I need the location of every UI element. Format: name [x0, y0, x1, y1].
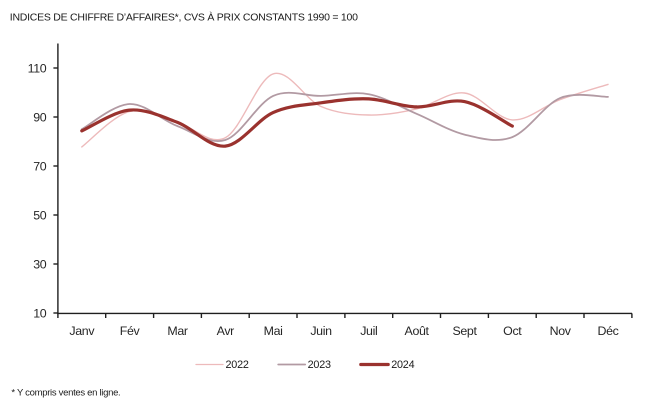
svg-text:Juin: Juin	[310, 324, 332, 338]
svg-text:50: 50	[33, 209, 47, 223]
svg-text:Sept: Sept	[452, 324, 477, 338]
svg-text:110: 110	[28, 62, 47, 76]
svg-text:10: 10	[33, 307, 47, 321]
svg-text:2024: 2024	[391, 359, 414, 371]
svg-text:30: 30	[33, 258, 47, 272]
svg-text:90: 90	[33, 111, 47, 125]
svg-text:70: 70	[33, 160, 47, 174]
svg-text:INDICES DE CHIFFRE D’AFFAIRES*: INDICES DE CHIFFRE D’AFFAIRES*, CVS À PR…	[10, 10, 358, 23]
svg-text:Déc: Déc	[598, 324, 619, 338]
svg-text:Nov: Nov	[550, 324, 572, 338]
svg-text:Fév: Fév	[120, 324, 141, 338]
svg-text:* Y compris ventes en ligne.: * Y compris ventes en ligne.	[11, 387, 120, 398]
svg-text:Mar: Mar	[167, 324, 188, 338]
svg-text:Mai: Mai	[264, 324, 283, 338]
svg-text:2022: 2022	[226, 359, 249, 371]
svg-text:Août: Août	[405, 324, 430, 338]
svg-text:Juil: Juil	[360, 324, 377, 338]
svg-text:Avr: Avr	[217, 324, 235, 338]
svg-text:Janv: Janv	[69, 324, 95, 338]
svg-text:Oct: Oct	[503, 324, 522, 338]
svg-text:2023: 2023	[308, 359, 331, 371]
